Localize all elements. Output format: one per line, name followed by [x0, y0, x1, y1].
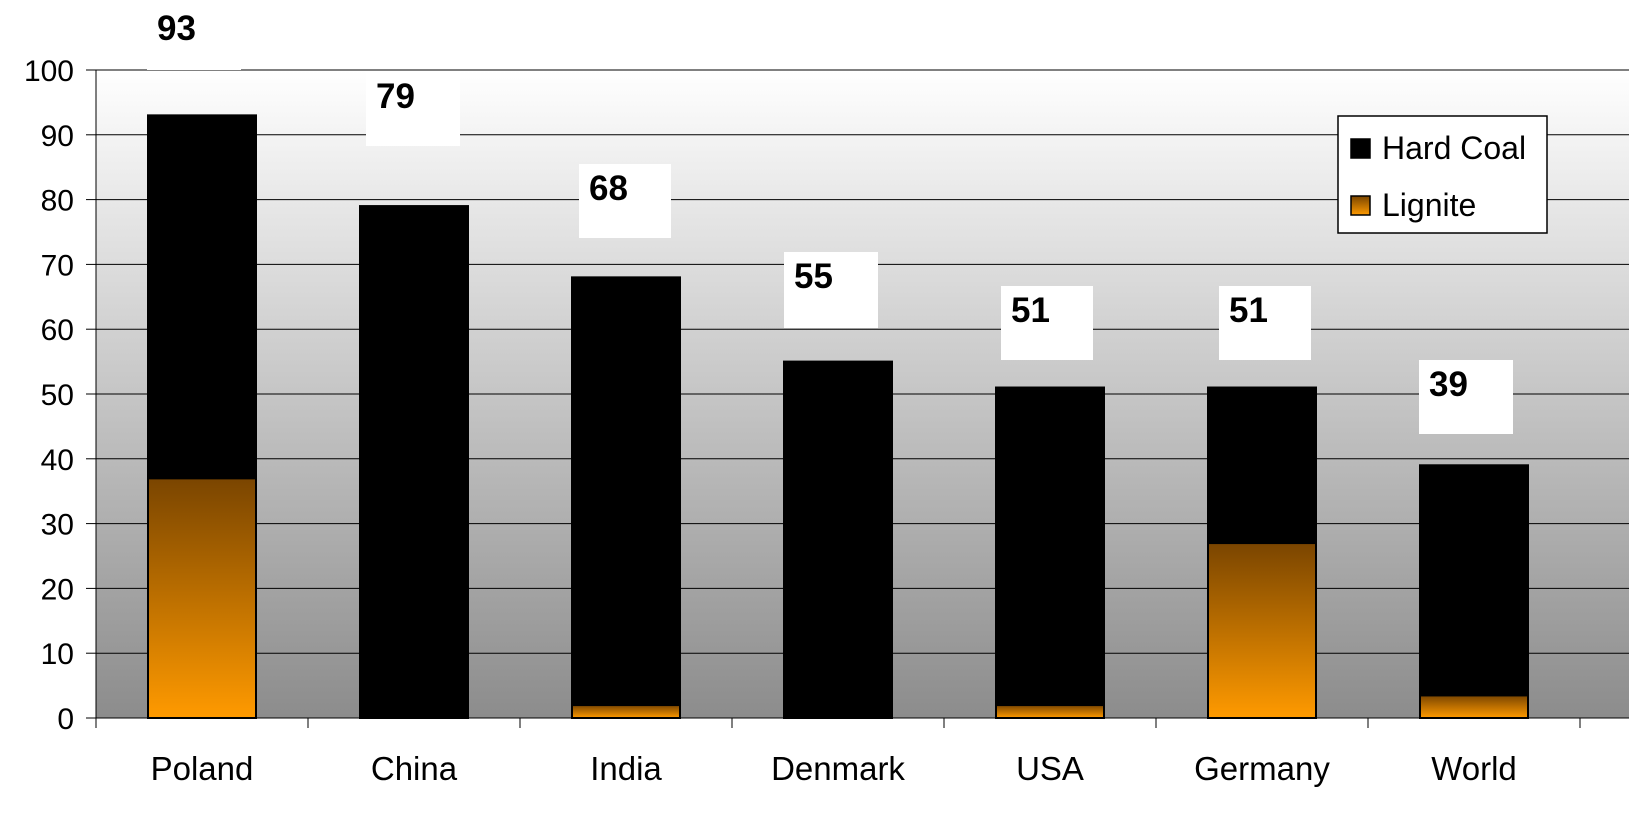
x-tick-label: China [371, 750, 458, 787]
total-label: 93 [157, 9, 196, 48]
bar-lignite [147, 477, 257, 719]
total-label-box [1419, 360, 1513, 434]
y-tick-label: 0 [57, 703, 74, 736]
legend-label: Hard Coal [1382, 130, 1526, 166]
y-tick-label: 20 [41, 573, 74, 606]
total-label-box [366, 72, 460, 146]
total-label-box [579, 164, 671, 238]
bar-hard-coal [783, 360, 893, 719]
bar-lignite [1207, 542, 1317, 719]
y-tick-label: 90 [41, 120, 74, 153]
legend-swatch [1350, 138, 1371, 159]
total-label: 51 [1229, 291, 1268, 330]
bar-hard-coal [1207, 386, 1317, 545]
x-tick-label: USA [1016, 750, 1084, 787]
total-label-box [1219, 286, 1311, 360]
legend-label: Lignite [1382, 187, 1476, 223]
total-label: 68 [589, 169, 628, 208]
bar-lignite [995, 704, 1105, 719]
bar-hard-coal [571, 276, 681, 707]
y-tick-label: 50 [41, 379, 74, 412]
total-labels: 93 79 68 55 51 51 39 [147, 4, 1513, 434]
bars [147, 114, 1529, 720]
legend-box [1337, 115, 1548, 234]
total-label-box [784, 252, 878, 328]
x-tick-label: Germany [1194, 750, 1330, 787]
bar-lignite [571, 704, 681, 719]
legend-swatch [1350, 195, 1371, 216]
bar-lignite [1419, 694, 1529, 720]
y-tick-label: 40 [41, 444, 74, 477]
total-label: 79 [376, 77, 415, 116]
bar-hard-coal [359, 205, 469, 720]
y-tick-label: 10 [41, 638, 74, 671]
y-tick-label: 100 [24, 55, 74, 88]
total-label-box [147, 4, 241, 70]
x-tick-label: Denmark [771, 750, 905, 787]
total-label: 55 [794, 257, 833, 296]
total-label: 39 [1429, 365, 1468, 404]
bar-hard-coal [995, 386, 1105, 707]
axes: 0 10 20 30 40 50 60 70 80 90 100 Poland China India De… [24, 55, 1629, 787]
x-tick-label: Poland [151, 750, 254, 787]
bar-hard-coal [147, 114, 257, 480]
total-label-box [1001, 286, 1093, 360]
bar-hard-coal [1419, 464, 1529, 697]
y-tick-label: 80 [41, 185, 74, 218]
legend: Hard Coal Lignite [1337, 115, 1548, 234]
y-tick-label: 70 [41, 249, 74, 282]
x-tick-label: World [1431, 750, 1517, 787]
y-tick-label: 30 [41, 509, 74, 542]
total-label: 51 [1011, 291, 1050, 330]
y-tick-label: 60 [41, 314, 74, 347]
x-tick-label: India [590, 750, 662, 787]
